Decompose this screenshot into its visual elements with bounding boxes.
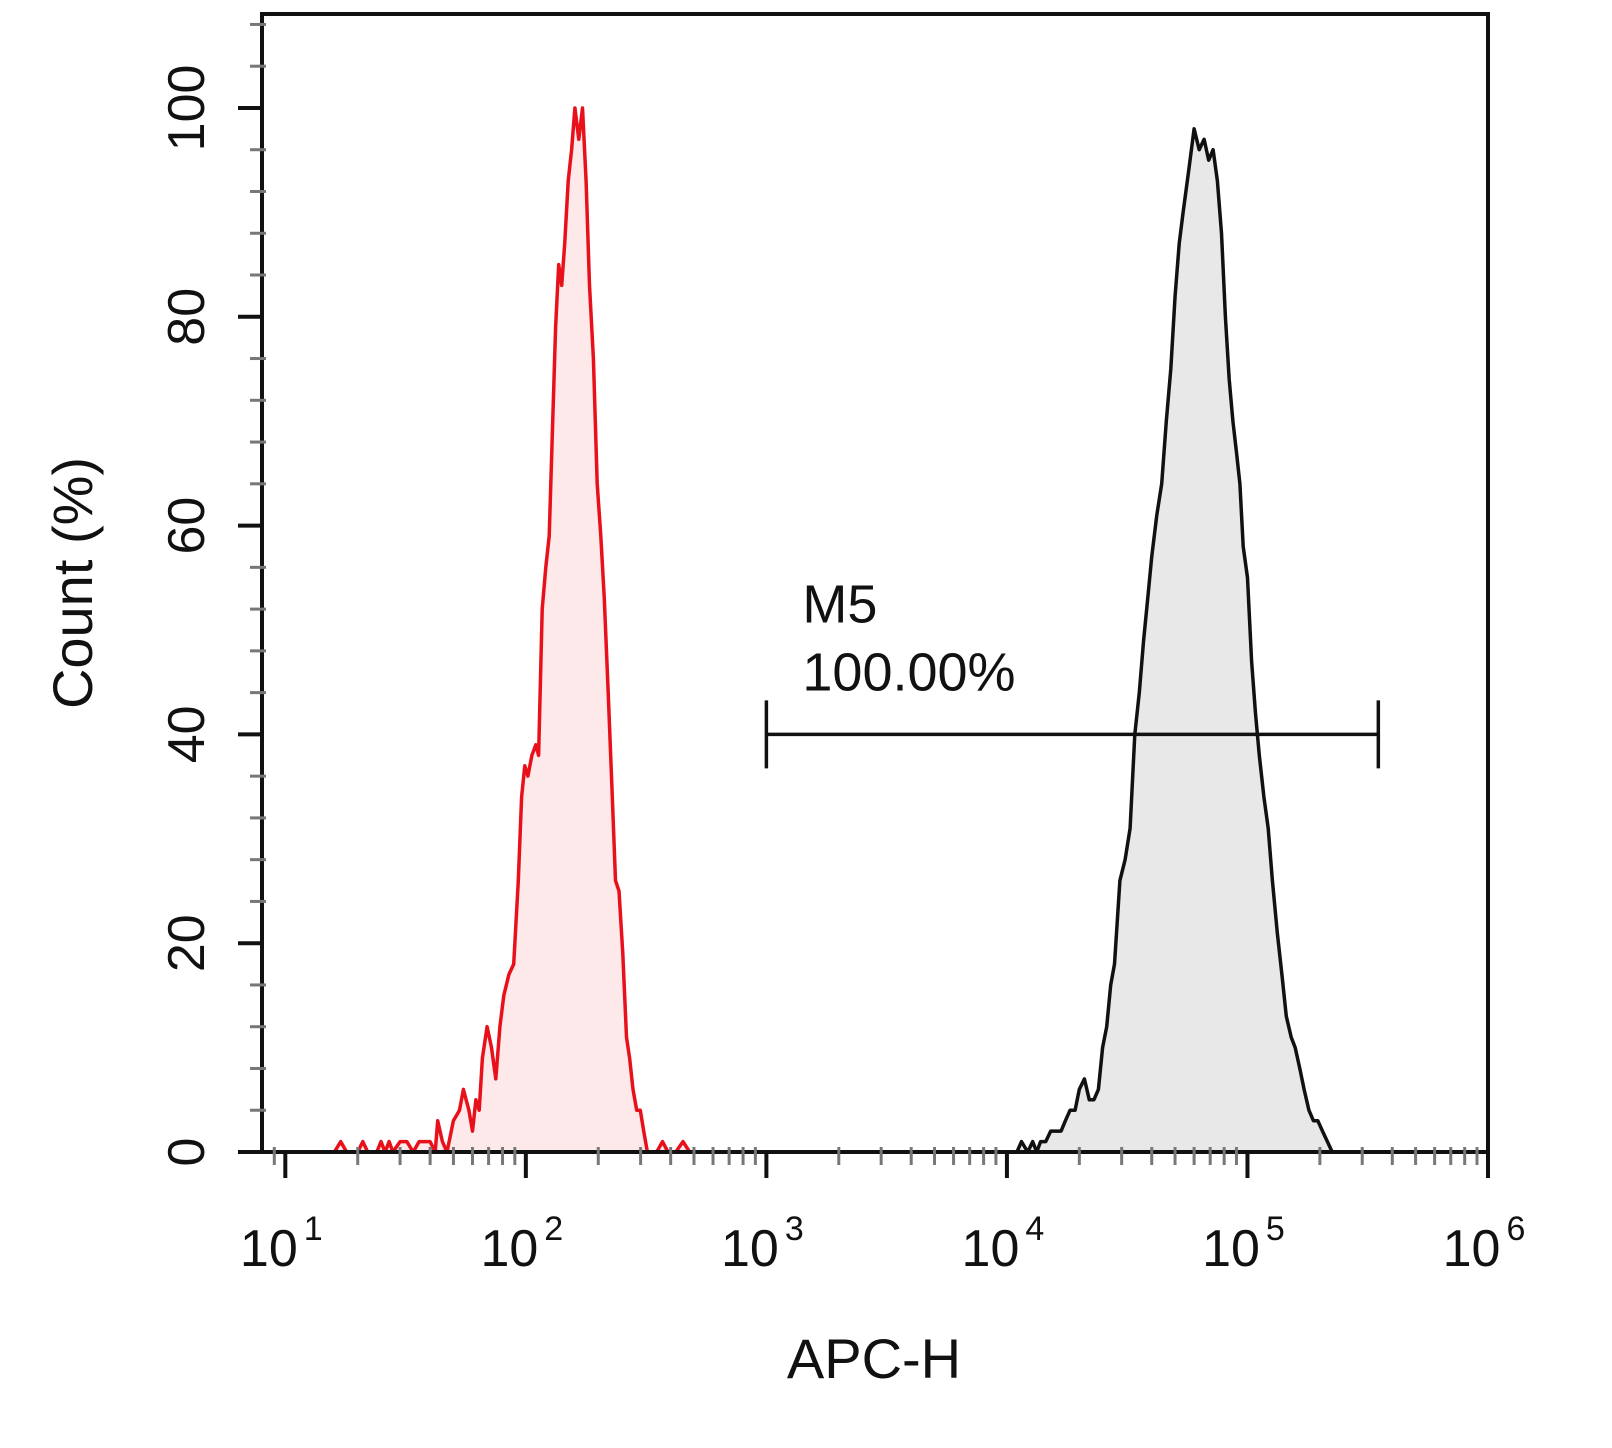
series-layer <box>332 106 1339 1154</box>
y-axis-title: Count (%) <box>41 457 104 709</box>
y-tick-label: 100 <box>158 65 216 152</box>
x-axis-title: APC-H <box>787 1327 961 1390</box>
x-tick-base: 10 <box>721 1220 779 1278</box>
y-tick-label: 0 <box>158 1138 216 1167</box>
series-2-fill <box>1006 128 1339 1153</box>
x-tick-base: 10 <box>1443 1220 1501 1278</box>
x-tick-label: 10 6 <box>1443 1210 1526 1278</box>
x-tick-label: 10 5 <box>1202 1210 1285 1278</box>
series-2-line <box>1006 127 1339 1154</box>
x-tick-base: 10 <box>480 1220 538 1278</box>
marker-name: M5 <box>802 574 877 634</box>
x-tick-label: 10 2 <box>480 1210 563 1278</box>
x-tick-base: 10 <box>1202 1220 1260 1278</box>
y-tick-label: 40 <box>158 705 216 763</box>
x-tick-exponent: 5 <box>1266 1210 1285 1248</box>
x-tick-exponent: 2 <box>544 1210 563 1248</box>
x-tick-label: 10 4 <box>962 1210 1045 1278</box>
y-tick-label: 60 <box>158 497 216 555</box>
y-tick-label: 80 <box>158 288 216 346</box>
x-tick-exponent: 6 <box>1506 1210 1525 1248</box>
x-tick-exponent: 4 <box>1025 1210 1044 1248</box>
y-tick-label: 20 <box>158 914 216 972</box>
x-tick-label: 10 3 <box>721 1210 804 1278</box>
series-1-fill <box>334 108 767 1152</box>
x-tick-exponent: 1 <box>304 1210 323 1248</box>
plot-frame <box>260 12 1490 1154</box>
axes <box>238 12 1490 1178</box>
series-1-line <box>332 106 767 1154</box>
marker-gate: M5 100.00% <box>764 574 1381 769</box>
x-tick-base: 10 <box>240 1220 298 1278</box>
x-tick-base: 10 <box>962 1220 1020 1278</box>
x-tick-exponent: 3 <box>785 1210 804 1248</box>
x-tick-label: 10 1 <box>240 1210 323 1278</box>
marker-percent: 100.00% <box>802 642 1015 702</box>
